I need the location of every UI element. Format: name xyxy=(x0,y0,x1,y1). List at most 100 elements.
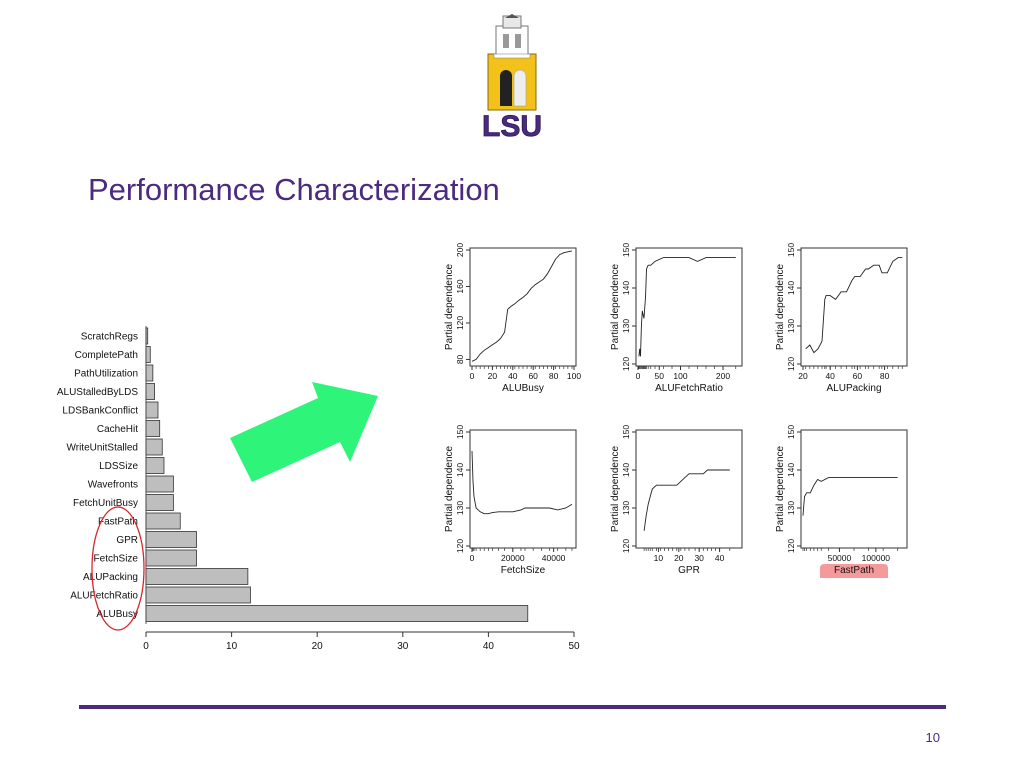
bar-fetchsize xyxy=(145,549,197,567)
x-axis-label: ALUPacking xyxy=(826,383,881,394)
bar-alufetchratio xyxy=(145,586,251,604)
x-tick-label: 20 xyxy=(488,371,498,381)
series-line xyxy=(802,477,898,516)
bar-x-tick-label: 10 xyxy=(226,641,238,652)
y-tick-label: 120 xyxy=(455,316,465,330)
series-line xyxy=(471,250,573,362)
pd-plot-alufetchratio: 120 130 140 150 0 50 100 200 Partial dependence A… xyxy=(610,243,743,394)
bar-alupacking xyxy=(145,568,249,585)
bar-x-tick-label: 30 xyxy=(397,641,409,652)
page-number: 10 xyxy=(925,730,940,745)
x-tick-label: 100000 xyxy=(862,553,891,563)
x-tick-label: 50000 xyxy=(828,553,852,563)
series-line xyxy=(471,450,573,515)
y-tick-label: 130 xyxy=(786,319,796,333)
pd-plot-alupacking: 120 130 140 150 20 40 60 80 Partial dependence AL… xyxy=(775,243,908,394)
bar-gpr xyxy=(145,531,197,548)
x-axis-label: ALUBusy xyxy=(502,383,544,394)
x-axis-label: GPR xyxy=(678,565,700,576)
x-tick-label: 40 xyxy=(825,371,835,381)
y-tick-label: 150 xyxy=(455,425,465,439)
bar-label-gpr: GPR xyxy=(116,535,138,546)
x-tick-label: 30 xyxy=(694,553,704,563)
bar-label-ldsbankconflict: LDSBankConflict xyxy=(62,406,138,417)
footer-rule xyxy=(79,705,946,709)
y-tick-label: 80 xyxy=(455,354,465,364)
lsu-logo: LSU xyxy=(482,14,542,140)
x-tick-label: 200 xyxy=(716,371,730,381)
highlight-circle xyxy=(91,506,145,631)
x-tick-label: 60 xyxy=(528,371,538,381)
y-axis-label: Partial dependence xyxy=(775,445,786,532)
x-tick-label: 60 xyxy=(853,371,863,381)
x-axis-label: FastPath xyxy=(834,565,874,576)
x-tick-label: 80 xyxy=(880,371,890,381)
y-tick-label: 150 xyxy=(621,425,631,439)
x-tick-label: 20000 xyxy=(501,553,525,563)
bar-label-fastpath: FastPath xyxy=(98,517,138,528)
bar-label-pathutilization: PathUtilization xyxy=(74,369,138,380)
bar-writeunitstalled xyxy=(145,438,163,456)
y-tick-label: 140 xyxy=(455,463,465,477)
bar-fastpath xyxy=(145,512,181,530)
series-line xyxy=(638,257,736,357)
plot-frame xyxy=(635,247,743,367)
y-tick-label: 140 xyxy=(621,281,631,295)
bar-scratchregs xyxy=(145,327,149,345)
x-tick-label: 0 xyxy=(470,371,475,381)
bar-pathutilization xyxy=(145,364,154,382)
y-tick-label: 130 xyxy=(786,501,796,515)
x-tick-label: 0 xyxy=(636,371,641,381)
x-tick-label: 80 xyxy=(549,371,559,381)
y-tick-label: 150 xyxy=(786,425,796,439)
bar-label-cachehit: CacheHit xyxy=(97,424,138,435)
y-tick-label: 140 xyxy=(786,281,796,295)
series-line xyxy=(643,469,730,531)
plot-frame xyxy=(800,429,908,549)
bar-alubusy xyxy=(145,605,529,622)
bar-label-alustalledbylds: ALUStalledByLDS xyxy=(57,387,138,398)
y-tick-label: 160 xyxy=(455,279,465,293)
bar-wavefronts xyxy=(145,475,174,493)
bar-x-tick-label: 0 xyxy=(143,641,149,652)
bar-label-fetchunitbusy: FetchUnitBusy xyxy=(73,498,138,509)
bar-label-writeunitstalled: WriteUnitStalled xyxy=(66,443,138,454)
bar-label-scratchregs: ScratchRegs xyxy=(81,332,138,343)
pd-plot-alubusy: 80 120 160 200 0 20 40 60 80 100 Partial dependenc… xyxy=(444,243,581,394)
y-tick-label: 140 xyxy=(621,463,631,477)
bar-fetchunitbusy xyxy=(145,494,174,511)
green-arrow-icon xyxy=(230,382,378,482)
y-tick-label: 200 xyxy=(455,243,465,257)
bar-x-tick-label: 20 xyxy=(312,641,324,652)
x-tick-label: 100 xyxy=(567,371,581,381)
y-tick-label: 120 xyxy=(621,539,631,553)
pd-plot-gpr: 120 130 140 150 10 20 30 40 Partial dependence GP… xyxy=(610,425,743,576)
bar-ldssize xyxy=(145,457,165,474)
highlight-box xyxy=(820,564,888,578)
y-tick-label: 130 xyxy=(621,501,631,515)
bar-label-wavefronts: Wavefronts xyxy=(88,480,138,491)
y-tick-label: 140 xyxy=(786,463,796,477)
y-tick-label: 120 xyxy=(455,539,465,553)
y-tick-label: 130 xyxy=(455,501,465,515)
pd-plot-fastpath: 120 130 140 150 50000 100000 Partial dependenc… xyxy=(775,425,908,578)
plot-frame xyxy=(469,247,577,367)
x-tick-label: 20 xyxy=(798,371,808,381)
bar-label-completepath: CompletePath xyxy=(75,350,138,361)
x-tick-label: 20 xyxy=(674,553,684,563)
plot-frame xyxy=(800,247,908,367)
variable-importance-chart: ScratchRegs CompletePath PathUtilization AL… xyxy=(57,326,580,652)
slide-title: Performance Characterization xyxy=(88,172,500,207)
y-axis-label: Partial dependence xyxy=(444,263,455,350)
x-tick-label: 40000 xyxy=(542,553,566,563)
x-tick-label: 40 xyxy=(508,371,518,381)
bar-ldsbankconflict xyxy=(145,401,159,419)
y-tick-label: 120 xyxy=(786,539,796,553)
x-tick-label: 100 xyxy=(673,371,687,381)
series-line xyxy=(805,257,903,354)
logo-text: LSU xyxy=(482,110,542,140)
pd-plot-fetchsize: 120 130 140 150 0 20000 40000 Partial dependenc… xyxy=(444,425,577,576)
bar-completepath xyxy=(145,346,151,363)
x-tick-label: 40 xyxy=(715,553,725,563)
x-axis-label: FetchSize xyxy=(501,565,546,576)
